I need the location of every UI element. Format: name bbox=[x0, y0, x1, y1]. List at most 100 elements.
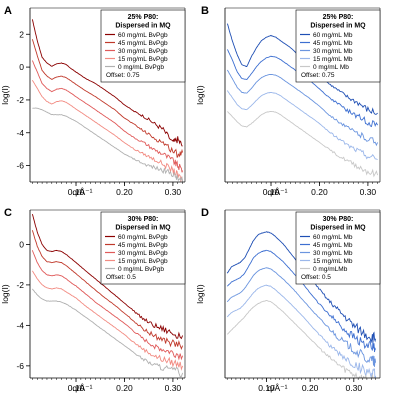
series-group bbox=[226, 23, 379, 178]
legend-title: Dispersed in MQ bbox=[310, 23, 366, 30]
legend-entry: 45 mg/mL BvPgb bbox=[118, 242, 168, 249]
legend-title: Dispersed in MQ bbox=[115, 225, 171, 232]
panel-label: B bbox=[201, 5, 209, 17]
legend-entry: 45 mg/mL Mb bbox=[313, 242, 353, 249]
y-tick-label: -2 bbox=[16, 95, 24, 105]
x-axis-label: q/Å⁻¹ bbox=[72, 187, 92, 197]
panel-label: C bbox=[4, 207, 12, 219]
x-tick-label: 0.10 bbox=[68, 383, 85, 393]
y-axis-label: log(I) bbox=[0, 85, 10, 105]
y-tick-label: 0 bbox=[19, 239, 24, 249]
x-tick-label: 0.20 bbox=[116, 187, 133, 197]
series-line-0 bbox=[226, 23, 378, 115]
series-line-1 bbox=[31, 39, 184, 158]
series-line-1 bbox=[31, 230, 184, 350]
legend-entry: 60 mg/mL BvPgb bbox=[118, 32, 168, 39]
series-line-1 bbox=[226, 49, 378, 128]
legend-entry: 0 mg/mLMb bbox=[313, 266, 348, 273]
legend-entry: 0 mg/mL BvPgb bbox=[118, 266, 164, 273]
series-line-3 bbox=[226, 284, 377, 378]
legend-entry: 30 mg/mL BvPgb bbox=[118, 250, 168, 257]
series-line-4 bbox=[226, 299, 375, 378]
legend-entry: 60 mg/mL BvPgb bbox=[118, 234, 168, 241]
legend-entry: 15 mg/mL BvPgb bbox=[118, 258, 168, 265]
legend: 25% P80: Dispersed in MQ 60 mg/mL BvPgb45 … bbox=[100, 9, 186, 83]
y-tick-label: 2 bbox=[19, 29, 24, 39]
legend-offset-note: Offset: 0.5 bbox=[106, 274, 136, 281]
x-tick-label: 0.10 bbox=[68, 187, 85, 197]
x-axis-label: q/Å⁻¹ bbox=[267, 383, 287, 393]
y-tick-label: 0 bbox=[19, 62, 24, 72]
series-line-3 bbox=[227, 90, 378, 161]
series-line-3 bbox=[32, 79, 184, 182]
series-group bbox=[31, 19, 184, 182]
x-tick-label: 0.30 bbox=[346, 383, 363, 393]
x-tick-label: 0.20 bbox=[311, 187, 328, 197]
x-tick-label: 0.30 bbox=[165, 187, 182, 197]
legend-box bbox=[295, 211, 381, 285]
legend-title: Dispersed in MQ bbox=[115, 23, 171, 30]
x-tick-label: 0.10 bbox=[258, 383, 275, 393]
y-axis-label: log(I) bbox=[195, 284, 205, 304]
legend-offset-note: Offset: 0.5 bbox=[301, 274, 331, 281]
y-tick-label: -4 bbox=[16, 128, 24, 138]
x-axis-label: q/Å⁻¹ bbox=[267, 187, 287, 197]
panel-label: D bbox=[201, 207, 209, 219]
legend-title: 25% P80: bbox=[128, 14, 159, 21]
legend-box bbox=[295, 9, 381, 83]
legend-offset-note: Offset: 0.75 bbox=[301, 72, 335, 79]
legend-entry: 0 mg/mL BvPgb bbox=[118, 64, 164, 71]
series-line-1 bbox=[226, 249, 377, 353]
y-tick-label: -4 bbox=[16, 320, 24, 330]
y-axis-label: log(I) bbox=[195, 85, 205, 105]
legend-entry: 30 mg/mL BvPgb bbox=[118, 48, 168, 55]
y-axis-label: log(I) bbox=[0, 284, 10, 304]
series-line-2 bbox=[31, 250, 184, 361]
legend-entry: 15 mg/mL BvPgb bbox=[118, 56, 168, 63]
legend-title: 25% P80: bbox=[323, 14, 354, 21]
panel-a: A 0.10 0.20 0.30 -6 -4 -2 0 2 q/Å⁻¹ log(I) 25% P80:… bbox=[0, 5, 186, 197]
series-line-0 bbox=[31, 213, 184, 340]
series-line-4 bbox=[227, 111, 379, 178]
series-line-2 bbox=[227, 69, 379, 147]
legend-title: 30% P80: bbox=[323, 216, 354, 223]
series-group bbox=[226, 231, 377, 378]
y-tick-label: -2 bbox=[16, 280, 24, 290]
legend-offset-note: Offset: 0.75 bbox=[106, 72, 140, 79]
panel-c: C 0.10 0.20 0.30 -6 -4 -2 0 q/Å⁻¹ log(I) 30% P80: D… bbox=[0, 207, 186, 393]
legend-box bbox=[100, 211, 186, 285]
legend-entry: 60 mg/mL Mb bbox=[313, 32, 353, 39]
x-axis-label: q/Å⁻¹ bbox=[72, 383, 92, 393]
series-line-0 bbox=[226, 231, 377, 344]
series-line-4 bbox=[32, 288, 184, 378]
x-tick-label: 0.30 bbox=[165, 383, 182, 393]
series-line-4 bbox=[32, 107, 184, 182]
y-tick-label: -6 bbox=[16, 161, 24, 171]
legend-entry: 15 mg/mL Mb bbox=[313, 56, 353, 63]
legend-title: Dispersed in MQ bbox=[310, 225, 366, 232]
panel-d: D 0.10 0.20 0.30 q/Å⁻¹ log(I) 30% P80: Disperse… bbox=[195, 207, 381, 393]
series-group bbox=[31, 213, 184, 378]
x-tick-label: 0.20 bbox=[302, 383, 319, 393]
x-tick-label: 0.20 bbox=[116, 383, 133, 393]
series-line-3 bbox=[32, 270, 184, 371]
legend-entry: 15 mg/mL Mb bbox=[313, 258, 353, 265]
y-tick-label: -6 bbox=[16, 361, 24, 371]
x-tick-label: 0.10 bbox=[263, 187, 280, 197]
series-line-2 bbox=[31, 60, 184, 173]
legend-entry: 30 mg/mL Mb bbox=[313, 250, 353, 257]
x-tick-label: 0.30 bbox=[360, 187, 377, 197]
legend-entry: 45 mg/mL BvPgb bbox=[118, 40, 168, 47]
legend-entry: 0 mg/mL Mb bbox=[313, 64, 349, 71]
series-line-2 bbox=[226, 267, 377, 367]
legend-box bbox=[100, 9, 186, 83]
panel-label: A bbox=[4, 5, 12, 17]
legend-entry: 60 mg/mL Mb bbox=[313, 234, 353, 241]
legend-entry: 30 mg/mL Mb bbox=[313, 48, 353, 55]
series-line-0 bbox=[31, 19, 183, 147]
legend-title: 30% P80: bbox=[128, 216, 159, 223]
legend: 30% P80: Dispersed in MQ 60 mg/mL BvPgb45 … bbox=[100, 211, 186, 285]
